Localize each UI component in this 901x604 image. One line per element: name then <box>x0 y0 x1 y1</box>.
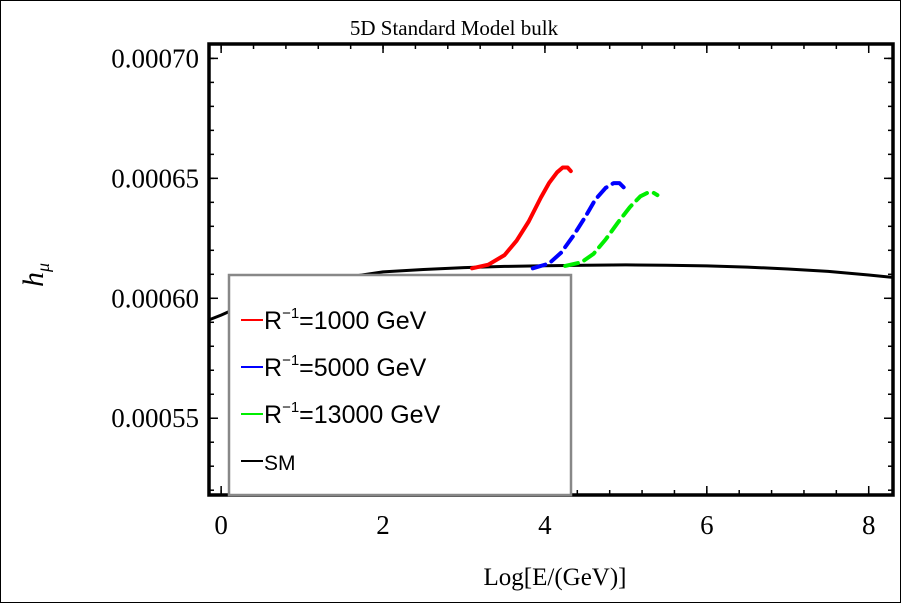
chart-title: 5D Standard Model bulk <box>350 16 559 40</box>
legend-label-prefix: R <box>264 401 282 429</box>
legend-label-superscript: −1 <box>282 399 299 416</box>
x-tick-label: 8 <box>862 510 876 540</box>
series-line-2 <box>563 190 660 268</box>
y-tick-label: 0.00065 <box>111 163 199 193</box>
svg-text:hμ: hμ <box>17 263 53 287</box>
y-axis-label: hμ <box>17 263 53 287</box>
x-tick-label: 0 <box>214 510 228 540</box>
x-tick-label: 4 <box>538 510 552 540</box>
legend-label: R−1=5000 GeV <box>264 352 427 382</box>
y-tick-label: 0.00055 <box>111 403 199 433</box>
series-line-0 <box>470 165 573 271</box>
legend-label-superscript: −1 <box>282 305 299 322</box>
y-axis-label-subscript: μ <box>33 263 53 273</box>
legend-label-prefix: R <box>264 354 282 382</box>
legend-label: R−1=1000 GeV <box>264 305 427 335</box>
x-tick-label: 6 <box>700 510 714 540</box>
series-line-1 <box>530 181 627 271</box>
tick-labels-layer: 0 2 4 6 8 0.00055 0.00060 0.00065 0.00070 <box>111 43 875 540</box>
legend-label: R−1=13000 GeV <box>264 399 441 429</box>
legend-label-suffix: =1000 GeV <box>299 307 427 335</box>
legend-label: SM <box>264 452 296 475</box>
y-tick-label: 0.00060 <box>111 283 199 313</box>
x-tick-label: 2 <box>376 510 390 540</box>
y-tick-label: 0.00070 <box>111 43 199 73</box>
x-axis-label: Log[E/(GeV)] <box>484 564 627 591</box>
legend-box <box>227 273 573 497</box>
legend-label-prefix: R <box>264 307 282 335</box>
y-axis-label-base: h <box>17 272 50 287</box>
legend-label-suffix: =13000 GeV <box>299 401 440 429</box>
legend-label-superscript: −1 <box>282 352 299 369</box>
legend-label-suffix: =5000 GeV <box>299 354 427 382</box>
